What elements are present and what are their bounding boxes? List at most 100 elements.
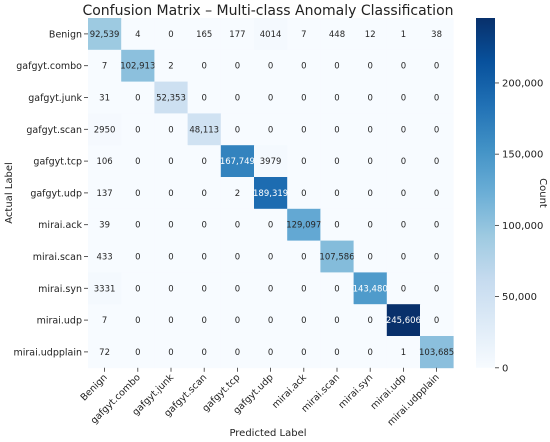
heatmap-cell [386,208,421,241]
heatmap-cell [88,240,122,273]
cell-value-label: 0 [168,125,173,135]
cell-value-label: 0 [201,189,206,199]
heatmap-cell [121,240,155,273]
heatmap-cell [420,49,454,82]
cell-value-label: 0 [201,62,206,72]
cell-value-label: 0 [168,189,173,199]
heatmap-cell [386,304,421,337]
cell-value-label: 103,685 [419,348,454,358]
cell-value-label: 0 [334,94,339,104]
heatmap-cell [320,177,354,210]
heatmap-cell [220,272,255,305]
heatmap-cell [187,145,222,178]
cell-value-label: 0 [201,348,206,358]
cell-value-label: 0 [201,157,206,167]
cell-value-label: 0 [434,253,439,263]
cell-value-label: 0 [235,221,240,231]
cell-value-label: 0 [301,316,306,326]
cell-value-label: 0 [434,221,439,231]
colorbar-label: Count [537,178,548,208]
heatmap-cell [220,81,255,114]
col-tick-labels: Benigngafgyt.combogafgyt.junkgafgyt.scan… [79,367,442,428]
heatmap-cell [353,49,388,82]
cell-value-label: 0 [135,189,140,199]
heatmap-cell [88,81,122,114]
heatmap-cell [88,177,122,210]
heatmap-cell [420,145,454,178]
cell-value-label: 0 [135,157,140,167]
heatmap-cell [287,177,321,210]
cell-value-label: 0 [268,284,273,294]
heatmap-cell [220,18,255,51]
heatmap-cell [420,240,454,273]
cell-value-label: 1 [401,348,406,358]
row-tick-label: mirai.scan [33,252,82,263]
heatmap-cell [254,177,288,210]
row-tick-label: gafgyt.junk [28,93,82,104]
heatmap-cell [320,113,354,146]
cell-value-label: 0 [434,62,439,72]
heatmap-cell [287,240,321,273]
heatmap-cell [88,113,122,146]
cell-value-label: 137 [96,189,112,199]
cell-value-label: 0 [434,284,439,294]
cell-value-label: 0 [401,125,406,135]
heatmap-cell [353,208,388,241]
heatmap-cell [386,18,421,51]
cell-value-label: 0 [434,189,439,199]
heatmap-cell [254,336,288,369]
colorbar-gradient [476,18,495,368]
heatmap-cell [220,208,255,241]
heatmap-cell [386,81,421,114]
cell-value-label: 0 [367,157,372,167]
cell-value-label: 143,480 [353,284,388,294]
heatmap-cell [287,336,321,369]
heatmap-cell [353,113,388,146]
heatmap-cell [353,18,388,51]
heatmap-cell [187,240,222,273]
heatmap-cell [121,81,155,114]
cell-value-label: 177 [229,30,245,40]
colorbar-tick-label: 150,000 [502,150,543,161]
row-tick-label: mirai.udpplain [13,347,82,358]
heatmap-cell [154,18,188,51]
cell-value-label: 0 [367,94,372,104]
heatmap-cell [420,81,454,114]
heatmap-cell [88,49,122,82]
cell-value-label: 167,749 [220,157,255,167]
row-tick-label: gafgyt.scan [26,125,82,136]
heatmap-cell [88,336,122,369]
heatmap-cell [420,304,454,337]
cell-value-label: 0 [135,348,140,358]
heatmap-cell [320,18,354,51]
cell-value-label: 4014 [260,30,282,40]
heatmap-cell [220,177,255,210]
heatmap-cell [420,208,454,241]
heatmap-cell [420,336,454,369]
heatmap-cell [187,177,222,210]
heatmap-cell [353,336,388,369]
chart-title: Confusion Matrix – Multi-class Anomaly C… [82,3,453,19]
heatmap-cells: 92,539 4 0 165 177 4014 7 448 12 1 387 102,913 2 0 0 0 0… [88,18,454,369]
cell-value-label: 39 [99,221,110,231]
cell-value-label: 0 [434,125,439,135]
heatmap-cell [420,177,454,210]
cell-value-label: 0 [334,348,339,358]
row-tick-label: gafgyt.udp [30,188,82,199]
cell-value-label: 0 [367,316,372,326]
cell-value-label: 2 [168,62,173,72]
cell-value-label: 0 [434,157,439,167]
heatmap-cell [287,304,321,337]
heatmap-cell [187,81,222,114]
cell-value-label: 0 [201,316,206,326]
heatmap-cell [121,336,155,369]
cell-value-label: 0 [301,189,306,199]
cell-value-label: 0 [434,316,439,326]
heatmap-cell [254,18,288,51]
cell-value-label: 0 [301,157,306,167]
heatmap-cell [121,177,155,210]
heatmap-cell [320,208,354,241]
cell-value-label: 0 [135,253,140,263]
cell-value-label: 1 [401,30,406,40]
heatmap-cell [220,145,255,178]
